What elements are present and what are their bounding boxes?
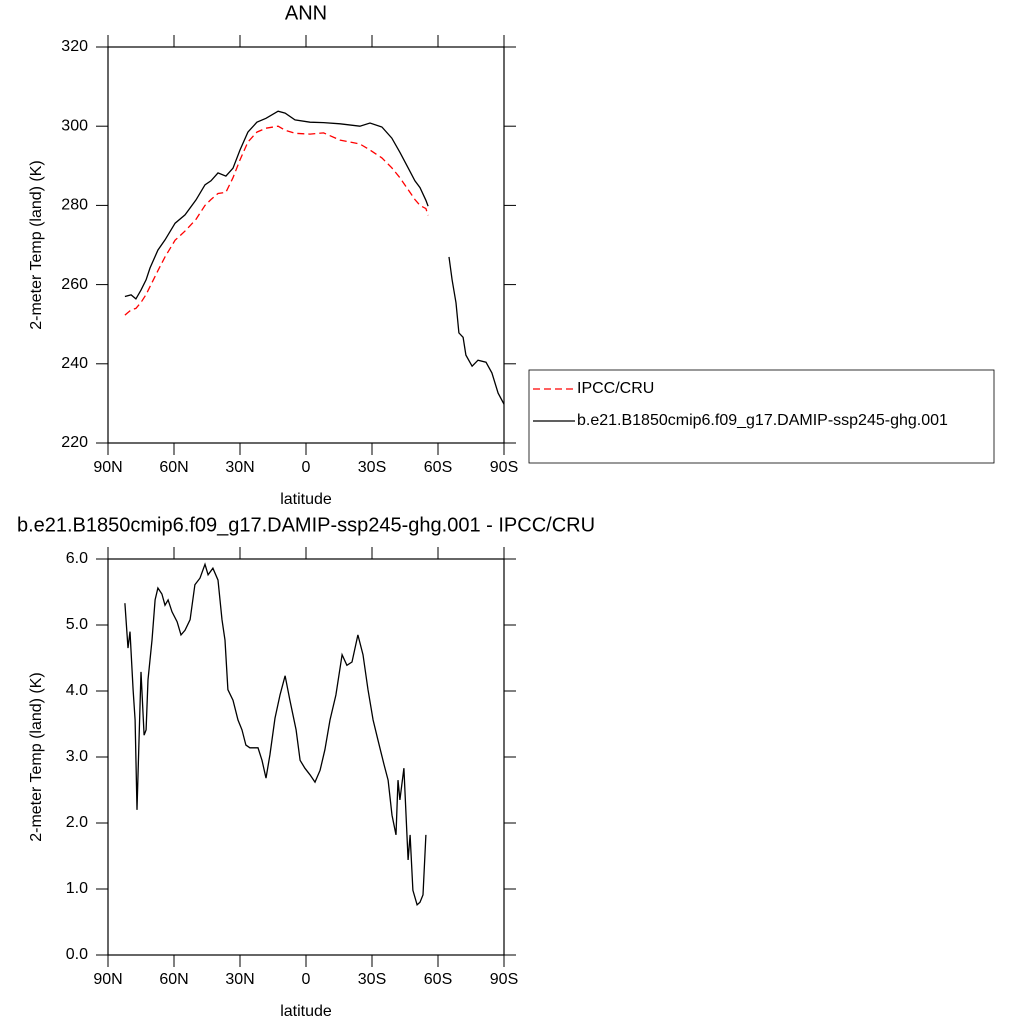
x-tick-label: 60S <box>424 459 452 476</box>
legend-box <box>528 369 995 464</box>
legend-label: IPCC/CRU <box>577 380 654 397</box>
x-tick-label: 0 <box>302 971 311 988</box>
y-tick-label: 6.0 <box>66 550 88 567</box>
y-tick-label: 4.0 <box>66 682 88 699</box>
y-tick-label: 2.0 <box>66 814 88 831</box>
plot-frame <box>107 558 505 956</box>
x-tick-label: 60N <box>159 971 188 988</box>
x-tick-label: 30S <box>358 459 386 476</box>
plot-frame <box>107 46 505 444</box>
y-tick-label: 5.0 <box>66 616 88 633</box>
x-tick-label: 60S <box>424 971 452 988</box>
y-tick-label: 3.0 <box>66 748 88 765</box>
chart: b.e21.B1850cmip6.f09_g17.DAMIP-ssp245-gh… <box>17 514 595 1020</box>
chart-title: b.e21.B1850cmip6.f09_g17.DAMIP-ssp245-gh… <box>17 514 595 536</box>
y-tick-label: 300 <box>61 117 88 134</box>
y-tick-label: 320 <box>61 38 88 55</box>
data-line <box>124 125 429 316</box>
y-tick-label: 260 <box>61 276 88 293</box>
y-tick-label: 240 <box>61 355 88 372</box>
legend-label: b.e21.B1850cmip6.f09_g17.DAMIP-ssp245-gh… <box>577 412 948 429</box>
x-tick-label: 90N <box>93 971 122 988</box>
chart: ANN latitude 2-meter Temp (land) (K) 220 240… <box>28 2 995 508</box>
data-line <box>124 110 505 405</box>
x-tick-label: 90N <box>93 459 122 476</box>
x-tick-label: 90S <box>490 459 518 476</box>
y-tick-label: 220 <box>61 434 88 451</box>
y-tick-label: 280 <box>61 197 88 214</box>
x-tick-label: 30N <box>225 971 254 988</box>
x-tick-label: 90S <box>490 971 518 988</box>
y-axis-label: 2-meter Temp (land) (K) <box>28 672 45 842</box>
data-line <box>124 562 427 906</box>
y-axis-label: 2-meter Temp (land) (K) <box>28 160 45 330</box>
x-axis-label: latitude <box>280 491 332 508</box>
chart-title: ANN <box>285 2 327 24</box>
y-tick-label: 0.0 <box>66 946 88 963</box>
legend: IPCC/CRU b.e21.B1850cmip6.f09_g17.DAMIP-s… <box>528 369 995 464</box>
y-tick-label: 1.0 <box>66 880 88 897</box>
x-tick-label: 30N <box>225 459 254 476</box>
x-tick-label: 30S <box>358 971 386 988</box>
x-axis-label: latitude <box>280 1003 332 1020</box>
x-tick-label: 60N <box>159 459 188 476</box>
x-tick-label: 0 <box>302 459 311 476</box>
